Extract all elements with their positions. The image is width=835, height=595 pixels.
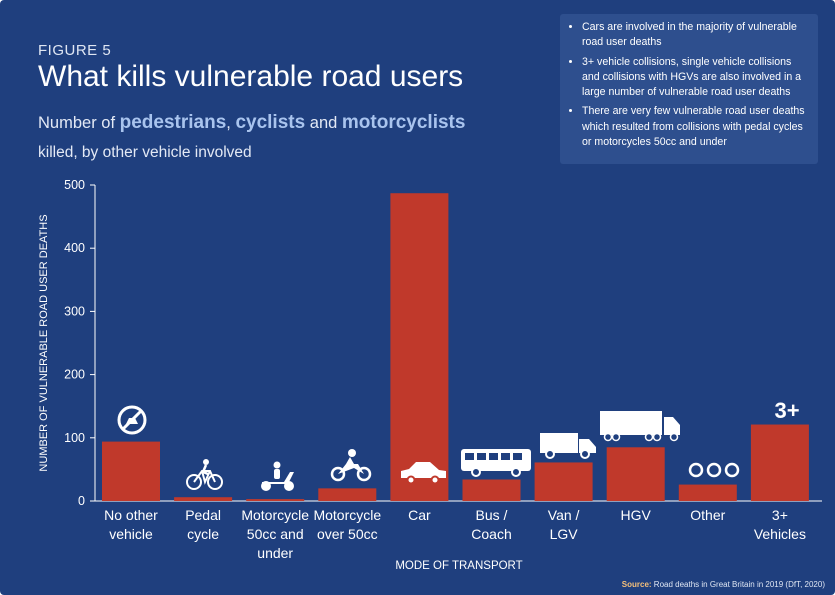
notes-box: Cars are involved in the majority of vul… (560, 14, 818, 164)
figure-label: FIGURE 5 (38, 42, 112, 59)
bar (246, 499, 305, 501)
subtitle-text: Number of (38, 114, 120, 132)
y-tick-label: 300 (64, 304, 85, 318)
bicycle-icon (186, 459, 223, 490)
bar (606, 447, 665, 501)
car-icon (401, 462, 446, 485)
lorry-icon (600, 411, 680, 442)
y-tick-label: 0 (78, 494, 85, 508)
x-tick-label: under (257, 545, 293, 561)
subtitle-pedestrians: pedestrians (119, 112, 227, 133)
y-tick-label: 400 (64, 241, 85, 255)
note-item: 3+ vehicle collisions, single vehicle co… (582, 55, 810, 101)
bar (390, 193, 449, 501)
source-label: Source: (621, 580, 652, 589)
chart-title: What kills vulnerable road users (38, 60, 464, 93)
x-tick-label: Pedal (185, 507, 221, 523)
bar (102, 441, 160, 501)
bar (678, 484, 737, 501)
x-tick-label: Coach (471, 526, 511, 542)
x-tick-label: Other (690, 507, 725, 523)
x-axis-label: MODE OF TRANSPORT (395, 560, 522, 572)
x-tick-label: Vehicles (754, 526, 806, 542)
bar (750, 424, 809, 501)
x-tick-label: 3+ (772, 507, 788, 523)
bus-icon (461, 449, 531, 477)
note-item: There are very few vulnerable road user … (582, 104, 810, 150)
chart-bars (102, 193, 809, 501)
y-axis-label: NUMBER OF VULNERABLE ROAD USER DEATHS (38, 214, 50, 471)
y-tick-label: 100 (64, 431, 85, 445)
x-tick-label: 50cc and (247, 526, 304, 542)
bar (318, 488, 377, 501)
bar (462, 479, 521, 501)
y-tick-label: 200 (64, 368, 85, 382)
x-tick-label: over 50cc (317, 526, 378, 542)
source-note: Source: Road deaths in Great Britain in … (622, 580, 825, 589)
chart-subtitle: Number of pedestrians, cyclists and moto… (38, 112, 465, 134)
source-text: Road deaths in Great Britain in 2019 (Df… (651, 580, 825, 589)
chart-subtitle-line2: killed, by other vehicle involved (38, 144, 252, 161)
no-vehicle-icon (117, 405, 147, 435)
bar (174, 497, 233, 501)
note-item: Cars are involved in the majority of vul… (582, 20, 810, 51)
subtitle-sep: and (305, 114, 342, 132)
x-tick-label: Motorcycle (313, 507, 381, 523)
subtitle-sep: , (226, 114, 236, 132)
x-tick-label: Motorcycle (241, 507, 309, 523)
subtitle-cyclists: cyclists (235, 112, 306, 133)
three-plus-text: 3+ (774, 398, 799, 423)
x-tick-label: HGV (621, 507, 652, 523)
y-tick-label: 500 (64, 178, 85, 192)
x-tick-label: LGV (550, 526, 579, 542)
chart-axes: 0 100 200 300 400 500 NUMBER OF VULNERABLE ROA… (38, 178, 822, 572)
subtitle-motorcyclists: motorcyclists (341, 112, 466, 133)
notes-list: Cars are involved in the majority of vul… (560, 14, 818, 150)
x-tick-label: No other (104, 507, 158, 523)
bar (534, 462, 593, 501)
x-tick-label: Car (408, 507, 431, 523)
x-tick-label: Bus / (476, 507, 508, 523)
van-icon (540, 433, 596, 459)
chart-icons: 3+ (117, 398, 800, 491)
x-tick-label: vehicle (109, 526, 153, 542)
x-tick-label: Van / (548, 507, 580, 523)
motorbike-icon (330, 449, 372, 482)
x-tick-label: cycle (187, 526, 219, 542)
scooter-icon (261, 461, 294, 491)
dots-icon (688, 462, 740, 478)
